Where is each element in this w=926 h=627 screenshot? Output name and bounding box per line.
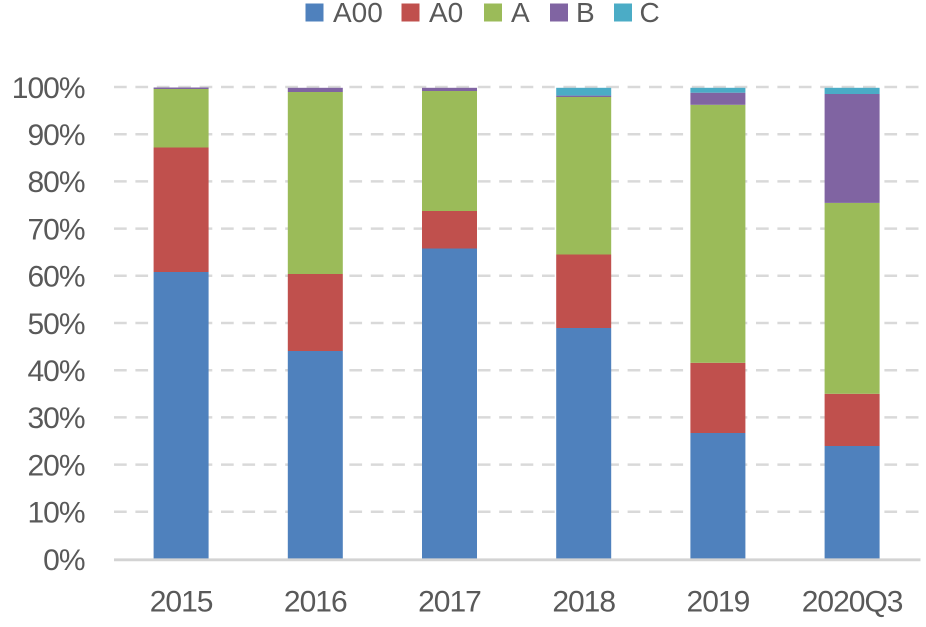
svg-text:2018: 2018 xyxy=(552,586,615,619)
svg-text:80%: 80% xyxy=(27,166,84,199)
svg-text:2015: 2015 xyxy=(150,586,213,619)
svg-text:50%: 50% xyxy=(27,308,84,341)
svg-text:2017: 2017 xyxy=(418,586,481,619)
svg-text:2020Q3: 2020Q3 xyxy=(802,586,903,619)
svg-text:A0: A0 xyxy=(429,0,463,28)
svg-text:C: C xyxy=(640,0,660,28)
svg-text:60%: 60% xyxy=(27,261,84,294)
svg-text:2019: 2019 xyxy=(687,586,750,619)
svg-text:20%: 20% xyxy=(27,449,84,482)
svg-text:90%: 90% xyxy=(27,119,84,152)
svg-text:0%: 0% xyxy=(43,544,85,577)
svg-text:A: A xyxy=(511,0,530,28)
svg-text:2016: 2016 xyxy=(284,586,347,619)
svg-text:10%: 10% xyxy=(27,497,84,530)
svg-text:A00: A00 xyxy=(333,0,383,28)
svg-text:B: B xyxy=(576,0,595,28)
svg-text:100%: 100% xyxy=(12,72,85,105)
svg-text:40%: 40% xyxy=(27,355,84,388)
svg-text:30%: 30% xyxy=(27,402,84,435)
svg-text:70%: 70% xyxy=(27,213,84,246)
